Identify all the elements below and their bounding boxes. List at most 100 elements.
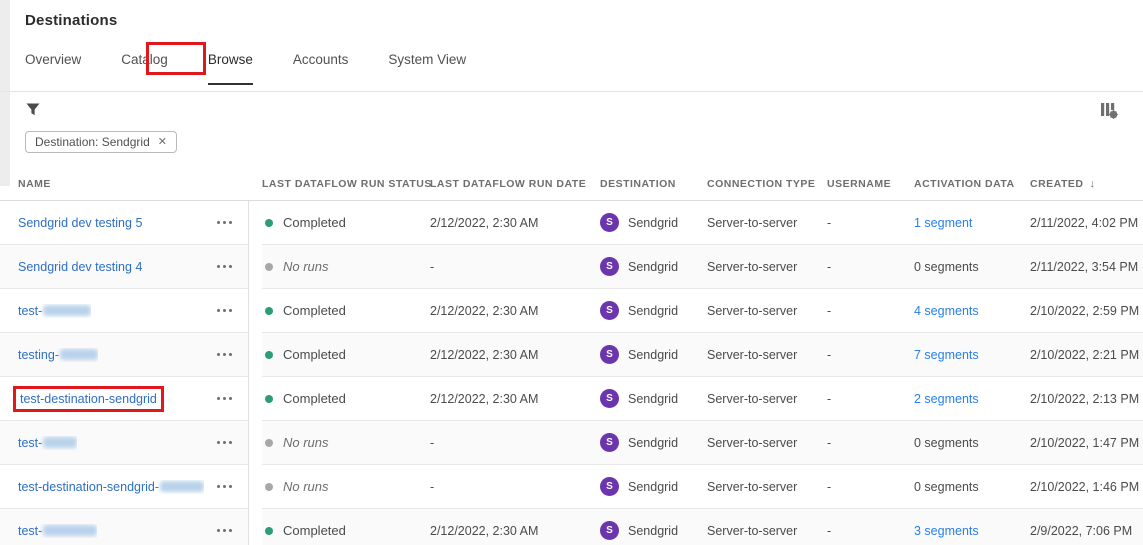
status-dot-icon: [265, 218, 273, 227]
destination-name-link[interactable]: test-: [18, 524, 98, 538]
destination-name-link[interactable]: testing-: [18, 348, 98, 362]
toolbar: [0, 92, 1143, 127]
run-status: No runs: [283, 435, 329, 450]
funnel-icon[interactable]: [25, 102, 1143, 117]
table-row: testing- Completed 2/12/2022, 2:30 AM S …: [0, 333, 1143, 377]
activation-data[interactable]: 7 segments: [914, 347, 979, 362]
sendgrid-badge-icon: S: [600, 257, 619, 276]
activation-data[interactable]: 1 segment: [914, 215, 973, 230]
tab-browse[interactable]: Browse: [207, 52, 253, 91]
destination-name-link[interactable]: Sendgrid dev testing 5: [18, 215, 143, 230]
column-header-connection-type[interactable]: Connection type: [707, 178, 816, 190]
run-status: Completed: [283, 523, 346, 538]
destination-name-link[interactable]: Sendgrid dev testing 4: [18, 259, 143, 274]
destination-name-link[interactable]: test-destination-sendgrid-: [18, 480, 205, 494]
created-date: 2/10/2022, 1:46 PM: [1030, 479, 1140, 494]
row-actions-button[interactable]: [213, 481, 236, 492]
redacted-text: [43, 304, 92, 316]
filter-chip-destination-sendgrid[interactable]: Destination: Sendgrid ✕: [25, 131, 177, 153]
destination-name: Sendgrid: [628, 479, 679, 494]
row-actions-button[interactable]: [213, 261, 236, 272]
column-header-activation-data[interactable]: Activation data: [914, 178, 1015, 190]
column-header-name[interactable]: Name: [18, 178, 51, 190]
created-date: 2/9/2022, 7:06 PM: [1030, 523, 1133, 538]
column-header-last-dataflow-run-status[interactable]: Last dataflow run status: [262, 178, 432, 190]
username: -: [827, 435, 832, 450]
status-dot-icon: [265, 350, 273, 359]
username: -: [827, 523, 832, 538]
destination-name: Sendgrid: [628, 391, 679, 406]
created-date: 2/11/2022, 3:54 PM: [1030, 259, 1139, 274]
row-actions-button[interactable]: [213, 217, 236, 228]
last-run-date: 2/12/2022, 2:30 AM: [430, 523, 539, 538]
status-dot-icon: [265, 262, 273, 271]
run-status: No runs: [283, 479, 329, 494]
row-actions-button[interactable]: [213, 437, 236, 448]
run-status: Completed: [283, 347, 346, 362]
table-body: Sendgrid dev testing 5 Completed 2/12/20…: [0, 201, 1143, 545]
row-actions-button[interactable]: [213, 393, 236, 404]
column-header-created[interactable]: Created ↓: [1030, 178, 1096, 190]
column-header-username[interactable]: Username: [827, 178, 892, 190]
frozen-column-gutter: [248, 509, 262, 545]
destination-name-link[interactable]: test-: [18, 304, 92, 318]
redacted-text: [160, 480, 205, 492]
run-status: Completed: [283, 391, 346, 406]
redacted-text: [43, 436, 78, 448]
username: -: [827, 391, 832, 406]
created-date: 2/10/2022, 2:13 PM: [1030, 391, 1140, 406]
username: -: [827, 479, 832, 494]
frozen-column-gutter: [248, 333, 262, 377]
tab-system-view[interactable]: System View: [388, 52, 467, 67]
status-dot-icon: [265, 438, 273, 447]
activation-data: 0 segments: [914, 479, 979, 494]
run-status: Completed: [283, 215, 346, 230]
username: -: [827, 215, 832, 230]
username: -: [827, 303, 832, 318]
destination-name-link[interactable]: test-destination-sendgrid: [13, 385, 164, 412]
destination-name: Sendgrid: [628, 435, 679, 450]
row-actions-button[interactable]: [213, 525, 236, 536]
x-icon[interactable]: ✕: [157, 135, 167, 148]
destination-name: Sendgrid: [628, 347, 679, 362]
run-status: Completed: [283, 303, 346, 318]
created-date: 2/11/2022, 4:02 PM: [1030, 215, 1139, 230]
activation-data: 0 segments: [914, 435, 979, 450]
connection-type: Server-to-server: [707, 215, 798, 230]
last-run-date: 2/12/2022, 2:30 AM: [430, 215, 539, 230]
destination-name: Sendgrid: [628, 303, 679, 318]
tab-accounts[interactable]: Accounts: [292, 52, 349, 67]
username: -: [827, 259, 832, 274]
destination-name-link[interactable]: test-: [18, 436, 78, 450]
activation-data[interactable]: 4 segments: [914, 303, 979, 318]
page-title: Destinations: [25, 12, 118, 29]
destination-name: Sendgrid: [628, 215, 679, 230]
sendgrid-badge-icon: S: [600, 521, 619, 540]
created-date: 2/10/2022, 2:59 PM: [1030, 303, 1140, 318]
column-header-destination[interactable]: Destination: [600, 178, 676, 190]
connection-type: Server-to-server: [707, 259, 798, 274]
row-actions-button[interactable]: [213, 305, 236, 316]
tab-catalog[interactable]: Catalog: [121, 52, 168, 67]
sendgrid-badge-icon: S: [600, 433, 619, 452]
activation-data[interactable]: 3 segments: [914, 523, 979, 538]
page-edge-strip: [0, 0, 10, 186]
activation-data[interactable]: 2 segments: [914, 391, 979, 406]
destination-name: Sendgrid: [628, 259, 679, 274]
username: -: [827, 347, 832, 362]
status-dot-icon: [265, 394, 273, 403]
sendgrid-badge-icon: S: [600, 213, 619, 232]
connection-type: Server-to-server: [707, 435, 798, 450]
redacted-text: [60, 348, 98, 360]
tab-overview[interactable]: Overview: [25, 52, 82, 67]
tab-bar: Overview Catalog Browse Accounts System …: [0, 29, 1143, 92]
column-settings-icon[interactable]: [1098, 100, 1120, 120]
connection-type: Server-to-server: [707, 347, 798, 362]
created-date: 2/10/2022, 2:21 PM: [1030, 347, 1140, 362]
column-header-last-dataflow-run-date[interactable]: Last dataflow run date: [430, 178, 587, 190]
row-actions-button[interactable]: [213, 349, 236, 360]
frozen-column-gutter: [248, 465, 262, 509]
frozen-column-gutter: [248, 289, 262, 333]
frozen-column-gutter: [248, 201, 262, 245]
